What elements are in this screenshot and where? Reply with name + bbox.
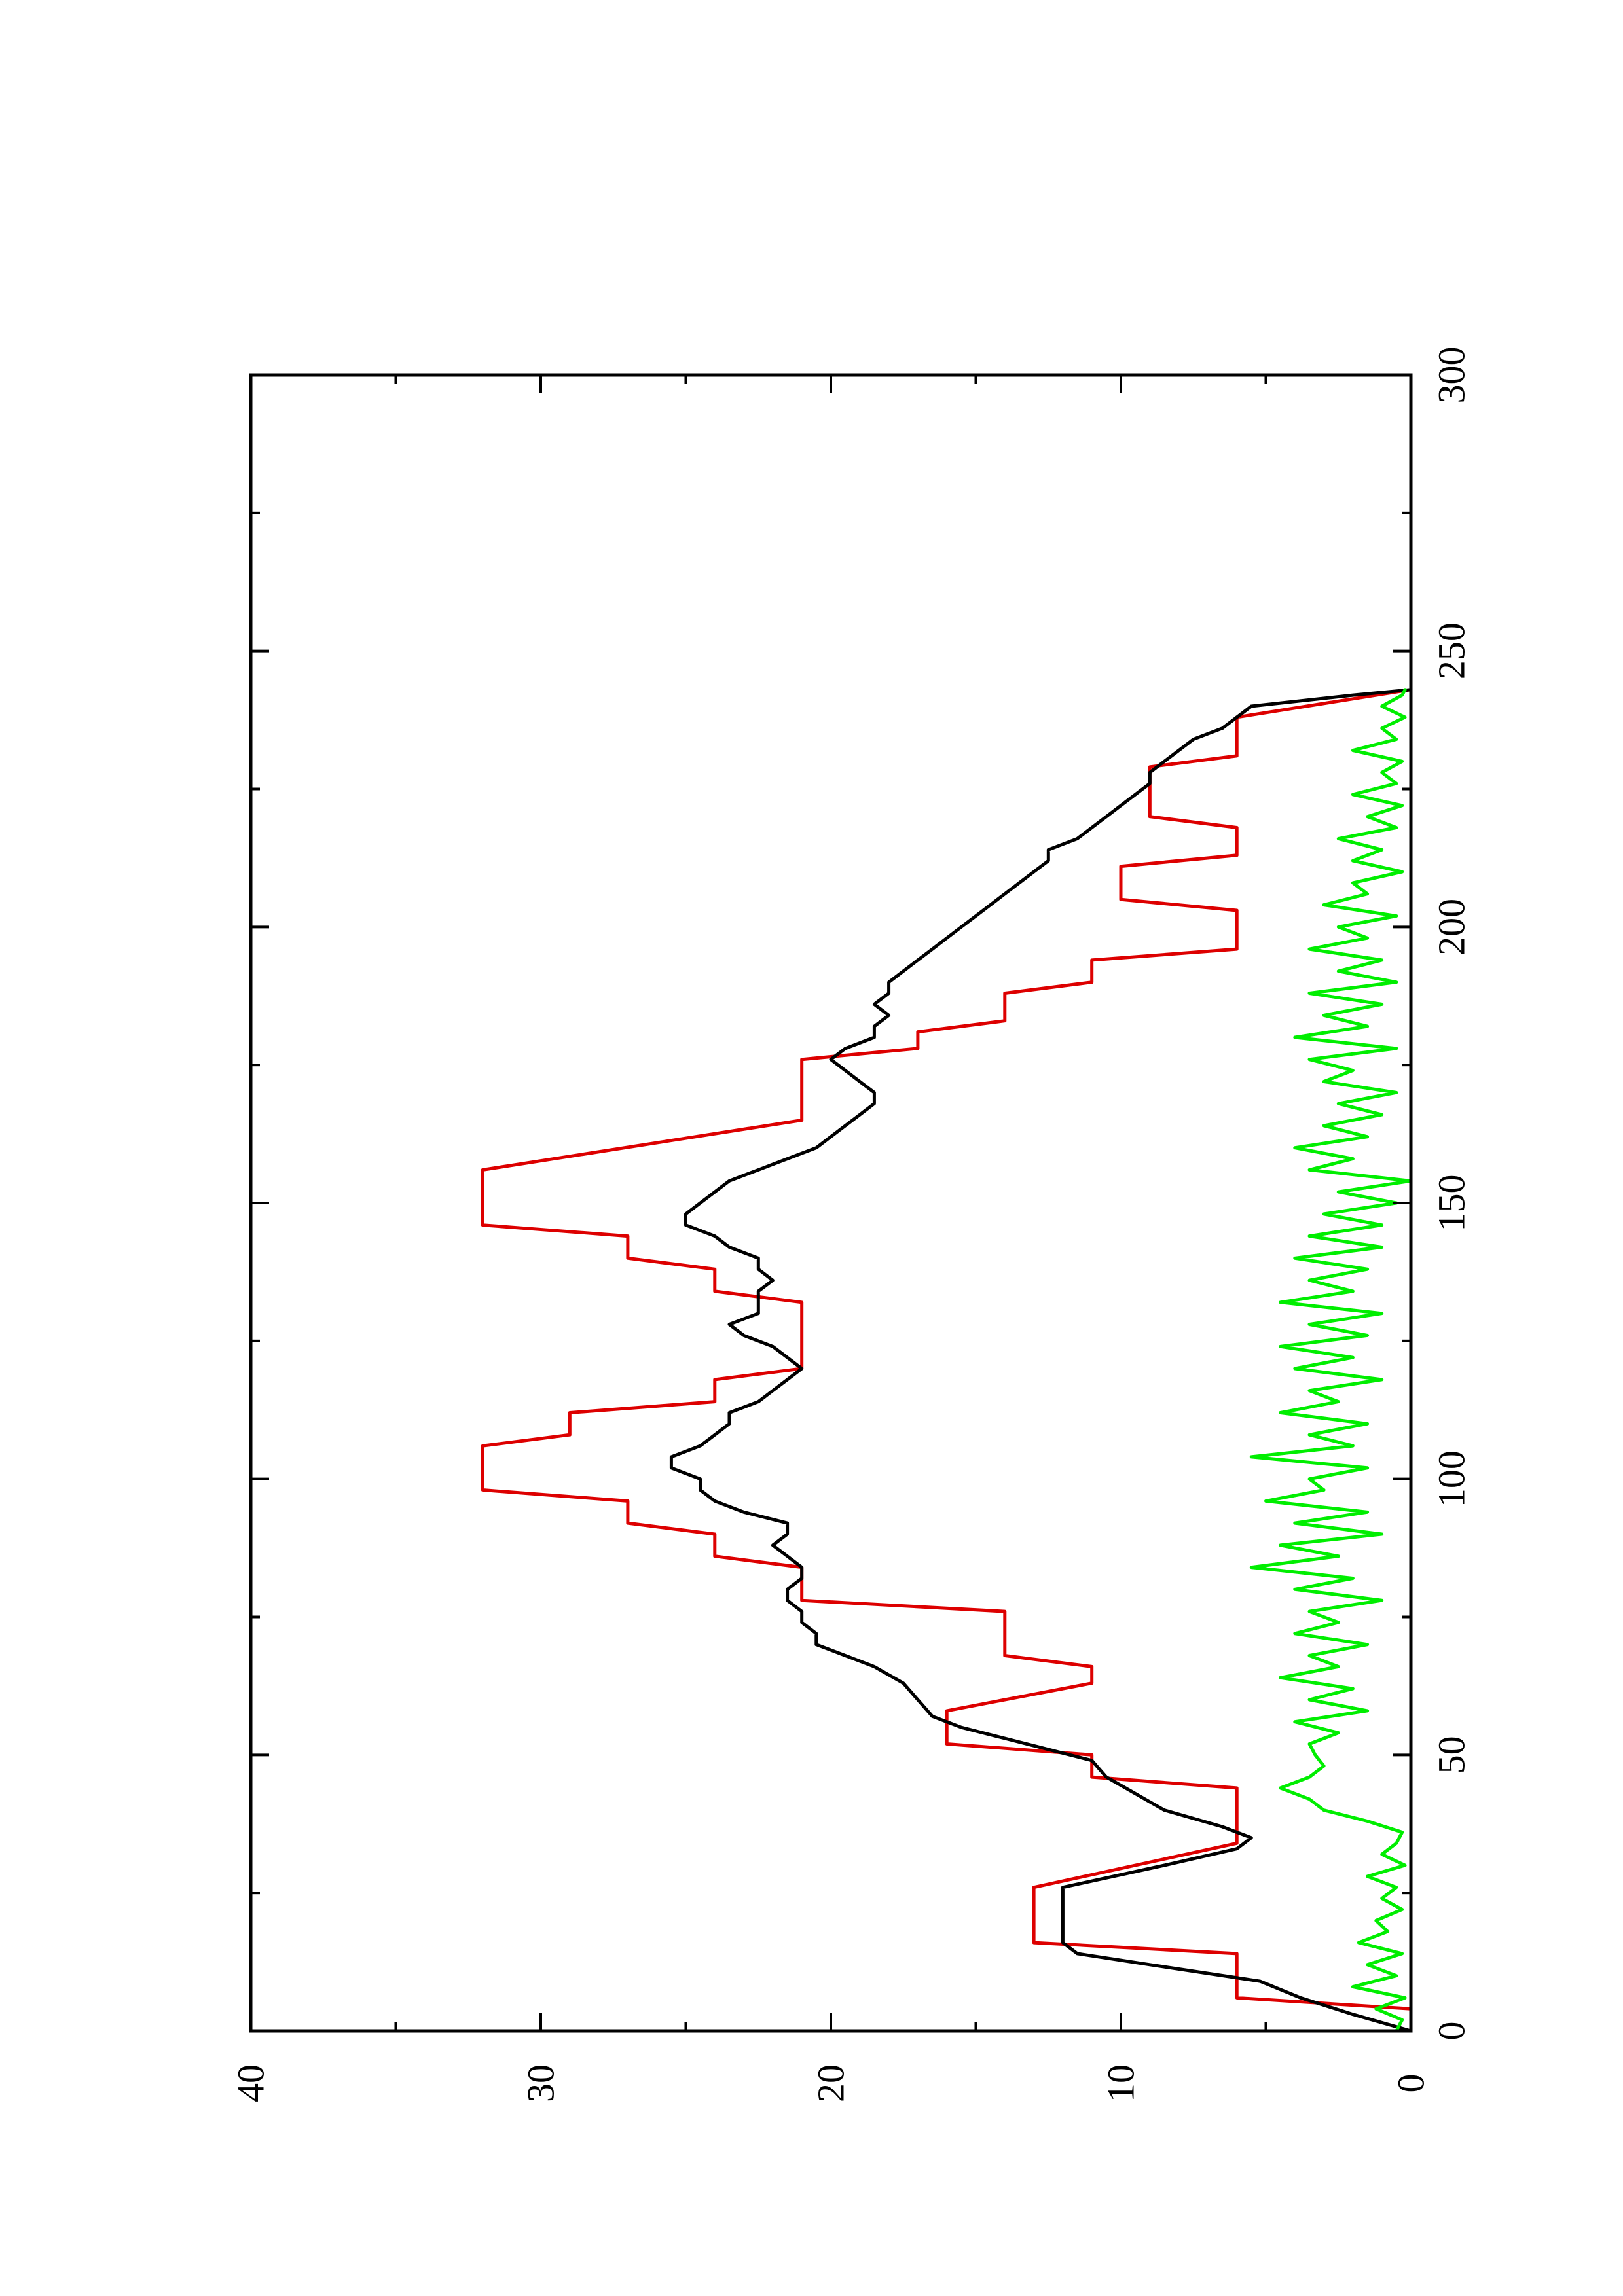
x-tick-label-0: 0 (1431, 2022, 1473, 2041)
y-tick-label-20: 20 (810, 2064, 852, 2102)
y-tick-label-10: 10 (1100, 2064, 1142, 2102)
x-tick-label-50: 50 (1431, 1736, 1473, 1774)
plot-frame (249, 373, 1413, 2033)
y-tick-label-40: 40 (230, 2064, 272, 2102)
series-line-3 (1249, 688, 1413, 2033)
x-tick-label-200: 200 (1431, 899, 1473, 956)
x-tick-label-250: 250 (1431, 622, 1473, 679)
y-tick-label-30: 30 (520, 2064, 562, 2102)
x-tick-label-100: 100 (1431, 1450, 1473, 1507)
series-line-1 (481, 688, 1413, 2033)
x-tick-label-150: 150 (1431, 1175, 1473, 1232)
x-tick-label-300: 300 (1431, 347, 1473, 404)
series-layer (481, 688, 1413, 2033)
y-tick-label-0: 0 (1390, 2074, 1432, 2093)
label-layer: 0 50 100 150 200 250 300 0 10 20 30 40 (230, 347, 1473, 2103)
tick-layer (249, 374, 1412, 2032)
series-line-2 (669, 688, 1413, 2033)
